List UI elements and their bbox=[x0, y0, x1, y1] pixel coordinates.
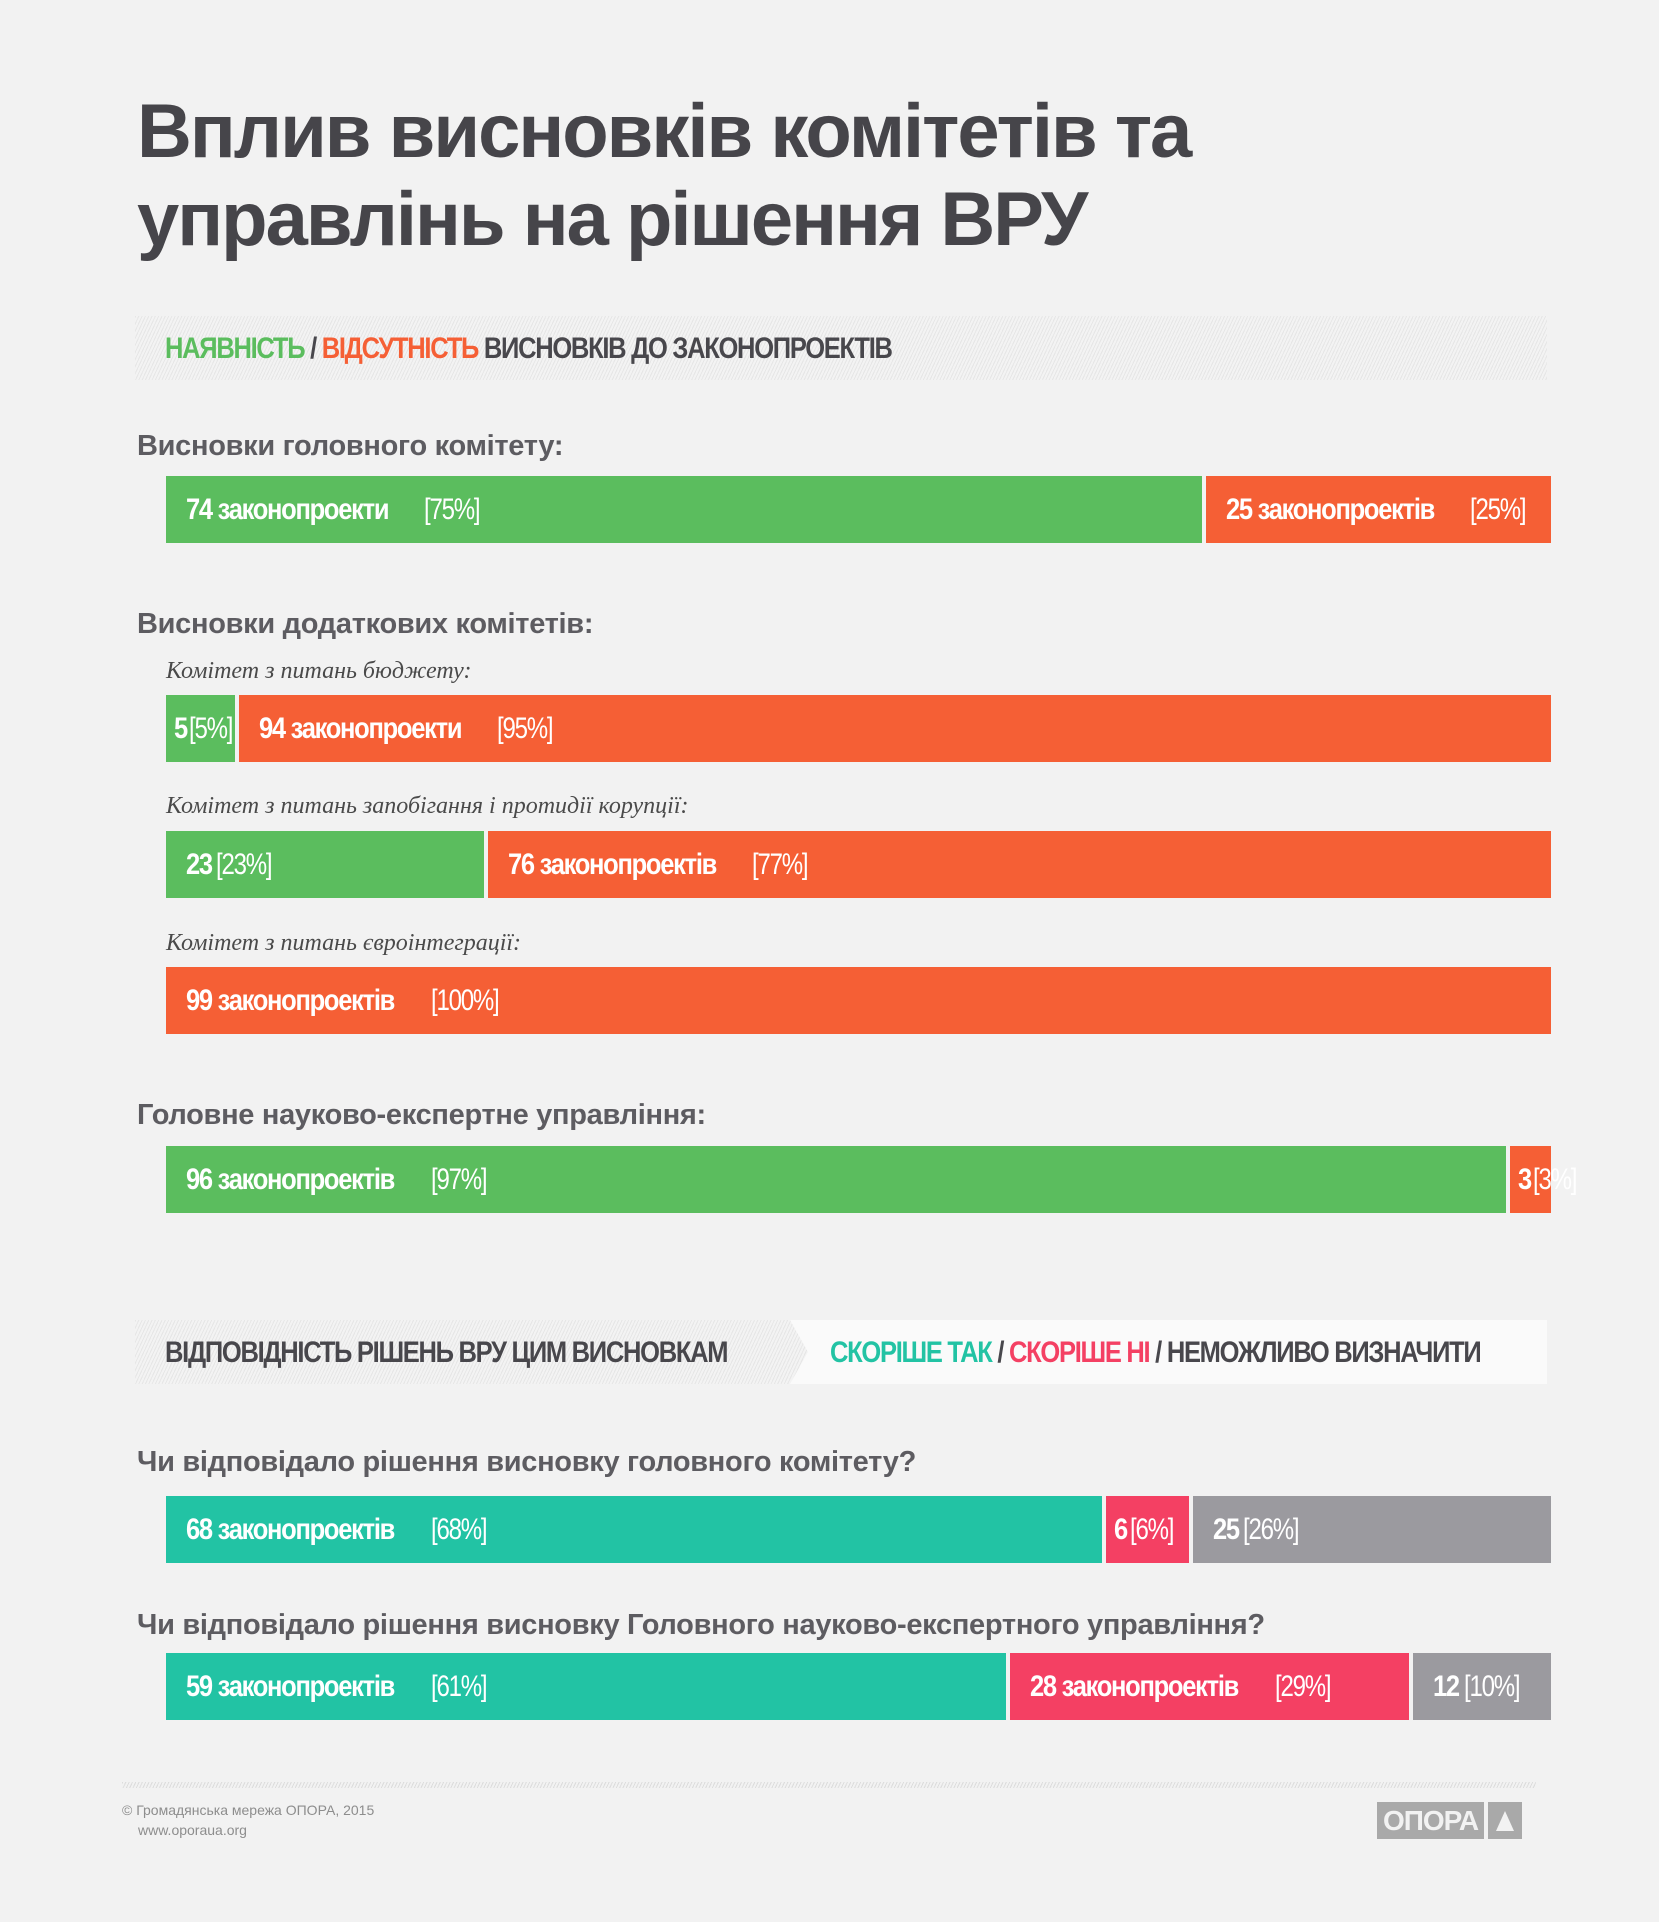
legend-unknown: НЕМОЖЛИВО ВИЗНАЧИТИ bbox=[1166, 1336, 1482, 1369]
segment-percent-label: [26%] bbox=[1243, 1512, 1300, 1546]
page-title: Вплив висновків комітетів та управлінь на… bbox=[137, 88, 1192, 264]
segment-count-label: 25 bbox=[1212, 1512, 1240, 1546]
bar-segment-present: 74 законопроекти [75%] bbox=[166, 476, 1202, 543]
bar-segment-yes: 68 законопроектів [68%] bbox=[166, 1496, 1103, 1563]
heading-main-committee: Висновки головного комітету: bbox=[137, 430, 564, 462]
segment-count-label: 12 bbox=[1433, 1669, 1460, 1703]
bar-segment-yes: 59 законопроектів [61%] bbox=[166, 1653, 1006, 1720]
segment-percent-label: [77%] bbox=[752, 847, 809, 881]
bar-euro: 99 законопроектів [100%] bbox=[166, 967, 1551, 1034]
segment-count-label: 5 bbox=[174, 711, 188, 745]
legend-present: НАЯВНІСТЬ bbox=[165, 332, 306, 365]
title-line-1: Вплив висновків комітетів та bbox=[137, 89, 1192, 174]
legend-absent: ВІДСУТНІСТЬ bbox=[321, 332, 480, 365]
segment-percent-label: [68%] bbox=[430, 1512, 488, 1546]
segment-count-label: 59 законопроектів bbox=[186, 1669, 395, 1703]
bar-segment-absent: 3 [3%] bbox=[1509, 1146, 1577, 1213]
bar-segment-absent: 94 законопроекти [95%] bbox=[239, 695, 1551, 762]
legend-no: СКОРІШЕ НІ bbox=[1008, 1336, 1151, 1369]
legend-separator: / bbox=[1149, 1336, 1167, 1369]
section-header-text: ВІДПОВІДНІСТЬ РІШЕНЬ ВРУ ЦИМ ВИСНОВКАМ bbox=[165, 1336, 729, 1369]
heading-q2: Чи відповідало рішення висновку Головног… bbox=[137, 1609, 1265, 1641]
triangle-icon bbox=[1488, 1802, 1523, 1839]
section-header-text: ВИСНОВКІВ ДО ЗАКОНОПРОЕКТІВ bbox=[478, 332, 893, 365]
segment-percent-label: [5%] bbox=[189, 711, 233, 745]
bar-science: 96 законопроектів [97%] 3 [3%] bbox=[166, 1146, 1577, 1213]
segment-percent-label: [10%] bbox=[1463, 1669, 1521, 1703]
legend-separator: / bbox=[304, 332, 322, 365]
segment-count-label: 25 законопроектів bbox=[1225, 492, 1435, 526]
segment-percent-label: [29%] bbox=[1274, 1669, 1332, 1703]
bar-q2: 59 законопроектів [61%] 28 законопроектів [… bbox=[166, 1653, 1551, 1720]
segment-percent-label: [25%] bbox=[1470, 492, 1527, 526]
segment-percent-label: [75%] bbox=[423, 492, 481, 526]
subheading-corruption: Комітет з питань запобігання і протидії … bbox=[166, 793, 689, 819]
heading-science: Головне науково-експертне управління: bbox=[137, 1099, 706, 1131]
subheading-euro: Комітет з питань євроінтеграції: bbox=[166, 930, 522, 956]
subheading-budget: Комітет з питань бюджету: bbox=[166, 658, 472, 684]
bar-segment-present: 23 [23%] bbox=[166, 831, 484, 898]
segment-percent-label: [97%] bbox=[430, 1162, 488, 1196]
segment-percent-label: [95%] bbox=[496, 711, 554, 745]
legend-box: СКОРІШЕ ТАК / СКОРІШЕ НІ / НЕМОЖЛИВО ВИЗ… bbox=[790, 1320, 1547, 1384]
segment-count-label: 96 законопроектів bbox=[186, 1162, 395, 1196]
bar-segment-present: 96 законопроектів [97%] bbox=[166, 1146, 1506, 1213]
heading-additional-committees: Висновки додаткових комітетів: bbox=[137, 608, 594, 640]
legend-separator: / bbox=[991, 1336, 1009, 1369]
segment-percent-label: [3%] bbox=[1532, 1162, 1577, 1196]
bar-segment-absent: 76 законопроектів [77%] bbox=[487, 831, 1551, 898]
footer-divider bbox=[122, 1782, 1536, 1788]
opora-logo: ОПОРА bbox=[1377, 1802, 1523, 1839]
bar-main-committee: 74 законопроекти [75%] 25 законопроектів [2… bbox=[166, 476, 1551, 543]
legend-yes: СКОРІШЕ ТАК bbox=[830, 1336, 993, 1369]
section-header-compliance: ВІДПОВІДНІСТЬ РІШЕНЬ ВРУ ЦИМ ВИСНОВКАМ С… bbox=[135, 1320, 1547, 1384]
segment-count-label: 28 законопроектів bbox=[1029, 1669, 1239, 1703]
bar-segment-present: 5 [5%] bbox=[166, 695, 236, 762]
segment-count-label: 94 законопроекти bbox=[259, 711, 462, 745]
segment-percent-label: [61%] bbox=[430, 1669, 488, 1703]
bar-segment-no: 6 [6%] bbox=[1106, 1496, 1189, 1563]
bar-segment-absent: 25 законопроектів [25%] bbox=[1205, 476, 1551, 543]
bar-corruption: 23 [23%] 76 законопроектів [77%] bbox=[166, 831, 1551, 898]
segment-percent-label: [100%] bbox=[430, 983, 500, 1017]
segment-count-label: 6 bbox=[1114, 1512, 1128, 1546]
copyright: © Громадянська мережа ОПОРА, 2015 bbox=[122, 1802, 375, 1818]
segment-count-label: 99 законопроектів bbox=[186, 983, 395, 1017]
title-line-2: управлінь на рішення ВРУ bbox=[137, 177, 1088, 262]
segment-count-label: 76 законопроектів bbox=[507, 847, 717, 881]
segment-percent-label: [23%] bbox=[216, 847, 273, 881]
segment-percent-label: [6%] bbox=[1129, 1512, 1174, 1546]
bar-budget: 5 [5%] 94 законопроекти [95%] bbox=[166, 695, 1551, 762]
bar-q1: 68 законопроектів [68%] 6 [6%] 25 [26%] bbox=[166, 1496, 1551, 1563]
segment-count-label: 74 законопроекти bbox=[186, 492, 389, 526]
segment-count-label: 23 bbox=[186, 847, 213, 881]
section-header-presence: НАЯВНІСТЬ / ВІДСУТНІСТЬ ВИСНОВКІВ ДО ЗАК… bbox=[135, 316, 1547, 380]
bar-segment-unknown: 12 [10%] bbox=[1413, 1653, 1551, 1720]
bar-segment-no: 28 законопроектів [29%] bbox=[1009, 1653, 1410, 1720]
segment-count-label: 68 законопроектів bbox=[186, 1512, 395, 1546]
heading-q1: Чи відповідало рішення висновку головног… bbox=[137, 1446, 917, 1478]
website-link[interactable]: www.oporaua.org bbox=[138, 1822, 247, 1838]
segment-count-label: 3 bbox=[1517, 1162, 1532, 1196]
logo-text: ОПОРА bbox=[1377, 1802, 1485, 1839]
bar-segment-unknown: 25 [26%] bbox=[1192, 1496, 1551, 1563]
bar-segment-absent: 99 законопроектів [100%] bbox=[166, 967, 1551, 1034]
